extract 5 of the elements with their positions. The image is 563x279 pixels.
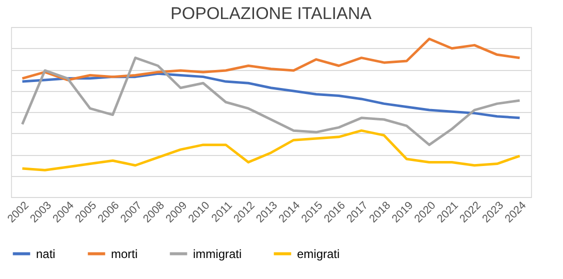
legend-label: immigrati	[193, 246, 242, 261]
legend-label: morti	[111, 246, 138, 261]
legend-label: emigrati	[297, 246, 340, 261]
chart-title: POPOLAZIONE ITALIANA	[170, 4, 372, 23]
legend-label: nati	[36, 246, 56, 261]
